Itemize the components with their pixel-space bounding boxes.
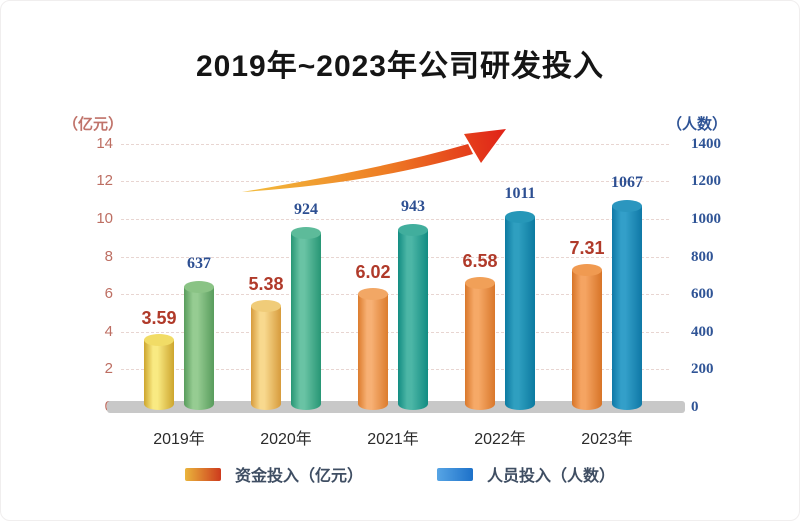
money-value-label: 6.58 bbox=[462, 251, 498, 272]
left-axis-tick-label: 8 bbox=[104, 247, 113, 265]
bar-people bbox=[398, 229, 428, 410]
x-axis-label: 2021年 bbox=[367, 431, 419, 448]
gridline bbox=[121, 181, 669, 183]
legend-label: 资金投入（亿元） bbox=[234, 468, 363, 485]
bar-people-cap bbox=[398, 223, 428, 236]
legend-label: 人员投入（人数） bbox=[487, 468, 616, 485]
bar-people-cap bbox=[291, 227, 321, 240]
right-axis-tick-label: 1400 bbox=[691, 135, 721, 152]
people-value-label: 1067 bbox=[611, 174, 643, 192]
gridline bbox=[121, 219, 669, 220]
bar-people bbox=[184, 287, 214, 410]
right-axis-tick-label: 200 bbox=[691, 361, 714, 378]
money-value-label: 6.02 bbox=[355, 261, 391, 282]
bar-money bbox=[465, 283, 495, 410]
gridline bbox=[121, 331, 669, 333]
right-axis-tick-label: 400 bbox=[691, 323, 714, 340]
money-value-label: 5.38 bbox=[248, 273, 284, 294]
gridline bbox=[121, 294, 669, 296]
bar-people bbox=[291, 233, 321, 410]
bar-people-cap bbox=[612, 200, 642, 213]
bar-people-cap bbox=[184, 281, 214, 294]
people-value-label: 924 bbox=[294, 201, 318, 219]
money-value-label: 3.59 bbox=[141, 307, 177, 328]
x-axis-label: 2023年 bbox=[581, 431, 633, 448]
chart-title: 2019年~2023年公司研发投入 bbox=[196, 50, 604, 83]
right-axis-tick-label: 1000 bbox=[691, 211, 721, 227]
people-value-label: 943 bbox=[401, 197, 425, 215]
money-value-label: 7.31 bbox=[569, 237, 605, 258]
bar-money-cap bbox=[358, 287, 388, 300]
legend-item-money: 资金投入（亿元） bbox=[184, 462, 363, 486]
legend-item-people: 人员投入（人数） bbox=[437, 462, 615, 486]
left-axis-caption: （亿元） bbox=[63, 116, 124, 133]
bar-people bbox=[505, 216, 535, 410]
legend-swatch-people bbox=[437, 467, 473, 481]
legend-swatch-money bbox=[184, 467, 221, 481]
x-axis-label: 2022年 bbox=[474, 431, 526, 448]
gridline bbox=[121, 143, 669, 145]
bar-people-cap bbox=[505, 210, 535, 223]
x-axis-label: 2019年 bbox=[153, 431, 205, 448]
left-axis-tick-label: 2 bbox=[104, 360, 113, 378]
gridline bbox=[121, 256, 669, 258]
x-axis-label: 2020年 bbox=[260, 431, 312, 448]
left-axis-tick-label: 6 bbox=[104, 285, 113, 303]
left-axis-tick-label: 12 bbox=[96, 172, 113, 190]
rising-trend-arrow-icon bbox=[242, 129, 506, 192]
left-axis-tick-label: 4 bbox=[104, 322, 113, 340]
right-axis-tick-label: 600 bbox=[691, 286, 714, 303]
right-axis-tick-label: 800 bbox=[691, 248, 714, 265]
gridline bbox=[121, 369, 669, 371]
bar-money-cap bbox=[465, 277, 495, 290]
bar-money bbox=[144, 339, 174, 410]
right-axis-tick-label: 0 bbox=[691, 399, 699, 415]
bar-people bbox=[612, 206, 642, 410]
bar-money bbox=[358, 293, 388, 410]
bar-money-cap bbox=[251, 299, 281, 312]
bar-money bbox=[251, 305, 281, 410]
bar-money bbox=[572, 269, 602, 410]
bar-money-cap bbox=[144, 333, 174, 346]
legend: 资金投入（亿元） 人员投入（人数） bbox=[1, 462, 799, 486]
people-value-label: 1011 bbox=[504, 184, 536, 202]
left-axis-tick-label: 10 bbox=[96, 210, 113, 227]
bar-money-cap bbox=[572, 263, 602, 276]
people-value-label: 637 bbox=[187, 255, 211, 273]
right-axis-tick-label: 1200 bbox=[691, 173, 721, 190]
left-axis-tick-label: 14 bbox=[96, 134, 113, 152]
right-axis-caption: （人数） bbox=[667, 117, 728, 133]
